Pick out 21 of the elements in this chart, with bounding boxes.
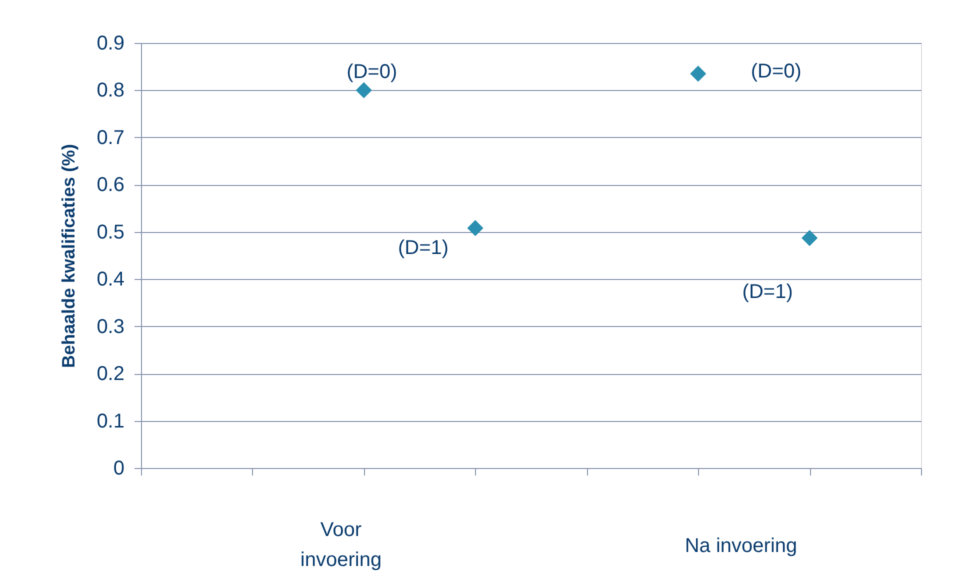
series-label: (D=1) [398,237,449,260]
text: Voor invoering [300,519,382,571]
y-tick-label: 0.3 [96,316,124,338]
y-tick-label: 0.8 [96,80,124,102]
y-tick-label: 0.9 [96,32,124,54]
y-tick-label: 0.6 [96,174,124,196]
y-tick-label: 0 [113,458,124,480]
y-tick-label: 0.4 [96,268,124,291]
series-label: (D=0) [346,61,398,84]
y-tick-label: 0.7 [96,126,124,149]
y-tick-label: 0.2 [96,363,124,386]
y-axis-title: Behaalde kwalificaties (%) [58,144,79,368]
point [690,66,706,82]
y-tick-label: 0.1 [96,410,124,432]
y-tick-label: 0.5 [96,221,124,244]
text: (D=1) [742,281,793,304]
point [467,220,484,236]
point [356,82,372,98]
point [802,230,818,246]
text: (D=0) [750,60,802,83]
text: Na invoering [684,535,798,557]
